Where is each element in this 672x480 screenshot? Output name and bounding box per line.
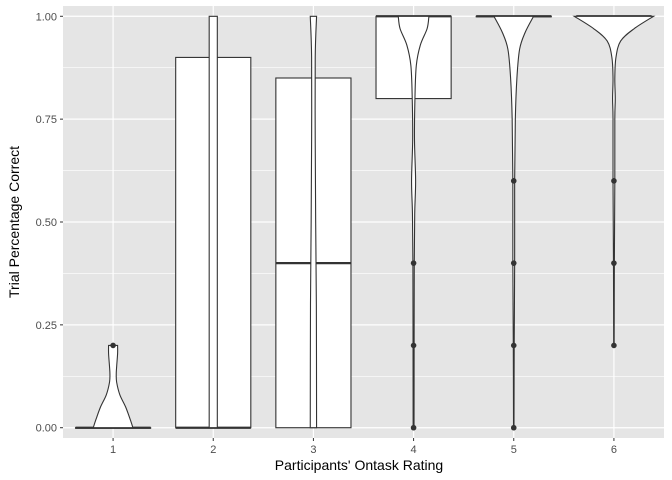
outlier-point bbox=[510, 424, 517, 431]
x-tick-label: 6 bbox=[611, 444, 617, 456]
x-axis-title: Participants' Ontask Rating bbox=[275, 457, 443, 473]
outlier-point bbox=[510, 178, 517, 184]
y-axis-ticks: 0.00 0.25 0.50 0.75 1.00 bbox=[36, 11, 63, 435]
outlier-point bbox=[110, 342, 116, 349]
y-tick-label: 0.50 bbox=[36, 217, 57, 229]
y-tick-label: 0.25 bbox=[36, 320, 57, 332]
x-tick-label: 2 bbox=[210, 444, 216, 456]
x-axis-ticks: 1 2 3 4 5 6 bbox=[110, 438, 617, 456]
outlier-point bbox=[510, 342, 517, 349]
outlier-point bbox=[611, 260, 617, 266]
x-tick-label: 4 bbox=[411, 444, 417, 456]
outlier-point bbox=[410, 424, 417, 431]
violin-4 bbox=[397, 15, 430, 429]
outlier-point bbox=[410, 260, 417, 266]
violin-1 bbox=[92, 344, 134, 429]
x-tick-label: 3 bbox=[310, 444, 316, 456]
violin-3 bbox=[309, 15, 318, 429]
y-tick-label: 1.00 bbox=[36, 11, 57, 23]
x-tick-label: 5 bbox=[511, 444, 517, 456]
outlier-point bbox=[611, 342, 617, 349]
point-layer bbox=[110, 178, 617, 431]
outlier-point bbox=[510, 260, 517, 266]
outlier-point bbox=[410, 342, 417, 349]
y-axis-title: Trial Percentage Correct bbox=[6, 146, 22, 298]
violin-2 bbox=[208, 15, 218, 429]
y-tick-label: 0.00 bbox=[36, 423, 57, 435]
y-tick-label: 0.75 bbox=[36, 114, 57, 126]
outlier-point bbox=[611, 178, 617, 184]
x-tick-label: 1 bbox=[110, 444, 116, 456]
violin-5 bbox=[493, 15, 535, 429]
